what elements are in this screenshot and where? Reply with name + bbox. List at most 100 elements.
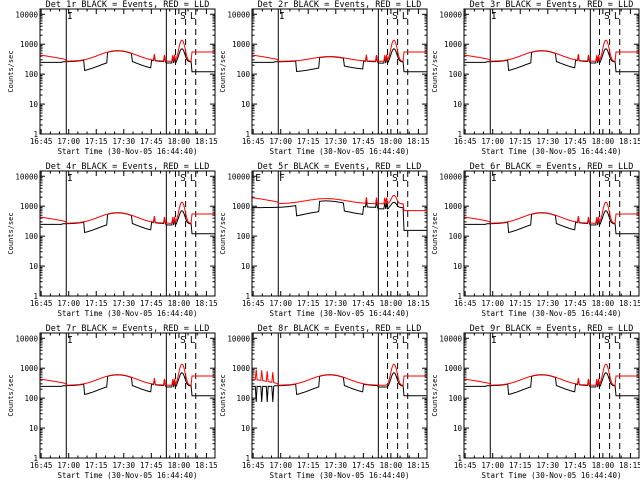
interval-marker-label: S — [392, 11, 398, 22]
interval-marker-label: I — [491, 335, 497, 346]
interval-marker-label: L — [614, 335, 620, 346]
x-tick-label: 17:45 — [564, 137, 587, 146]
x-tick-label: 17:30 — [113, 299, 136, 308]
x-tick-label: 18:15 — [195, 299, 218, 308]
y-tick-label: 100 — [448, 70, 462, 79]
interval-marker-label: L — [402, 173, 408, 184]
events-series-line — [252, 200, 427, 231]
x-axis-label: Start Time (30-Nov-05 16:44:40) — [58, 147, 198, 156]
y-tick-label: 100 — [24, 70, 38, 79]
plot-panel: Det 6r BLACK = Events, RED = LLD 1 10 100 10… — [431, 162, 640, 318]
y-tick-label: 10000 — [15, 334, 38, 343]
x-tick-label: 17:45 — [352, 137, 375, 146]
interval-marker-label: E — [255, 173, 261, 184]
interval-marker-label: I — [67, 11, 73, 22]
x-tick-label: 18:00 — [380, 137, 403, 146]
x-tick-label: 16:45 — [454, 299, 477, 308]
lld-series-line — [464, 201, 639, 224]
x-tick-label: 17:15 — [509, 137, 532, 146]
x-tick-label: 18:15 — [407, 137, 430, 146]
interval-marker-label: I — [279, 11, 285, 22]
y-tick-label: 1000 — [232, 40, 251, 49]
x-tick-label: 16:45 — [30, 137, 53, 146]
x-tick-label: 17:00 — [57, 461, 80, 470]
y-tick-label: 1 — [457, 130, 462, 139]
interval-marker-label: S — [604, 173, 610, 184]
y-tick-label: 10000 — [227, 172, 250, 181]
y-tick-label: 10 — [241, 424, 251, 433]
x-axis-label: Start Time (30-Nov-05 16:44:40) — [482, 471, 622, 480]
y-tick-label: 10000 — [439, 172, 462, 181]
lld-series-line — [464, 39, 639, 62]
plot-panel: Det 8r BLACK = Events, RED = LLD 1 10 100 10… — [219, 324, 430, 480]
interval-marker-label: S — [180, 335, 186, 346]
x-tick-label: 17:15 — [85, 299, 108, 308]
y-tick-label: 10 — [29, 100, 39, 109]
x-tick-label: 17:30 — [325, 299, 348, 308]
interval-marker-label: I — [491, 11, 497, 22]
x-tick-label: 18:00 — [380, 299, 403, 308]
x-tick-label: 18:15 — [195, 137, 218, 146]
y-tick-label: 1 — [33, 292, 38, 301]
x-tick-label: 18:15 — [619, 299, 640, 308]
y-tick-label: 10 — [453, 424, 463, 433]
y-tick-label: 1000 — [444, 364, 463, 373]
x-tick-label: 17:45 — [352, 461, 375, 470]
x-tick-label: 17:30 — [113, 461, 136, 470]
y-axis-label: Counts/sec — [431, 50, 439, 92]
x-tick-label: 17:45 — [140, 137, 163, 146]
x-tick-label: 17:15 — [297, 461, 320, 470]
panel-title: Det 8r BLACK = Events, RED = LLD — [258, 324, 422, 334]
y-tick-label: 1 — [457, 454, 462, 463]
interval-marker-label: S — [604, 335, 610, 346]
x-tick-label: 18:15 — [619, 461, 640, 470]
x-tick-label: 16:45 — [242, 299, 265, 308]
lld-series-line — [40, 39, 215, 62]
y-tick-label: 10 — [29, 424, 39, 433]
x-tick-label: 17:00 — [481, 461, 504, 470]
y-tick-label: 1000 — [444, 40, 463, 49]
y-tick-label: 10 — [453, 262, 463, 271]
events-series-line — [252, 372, 427, 403]
interval-marker-label: L — [614, 11, 620, 22]
interval-marker-label: L — [402, 335, 408, 346]
lld-series-line — [40, 201, 215, 224]
x-tick-label: 16:45 — [30, 461, 53, 470]
y-tick-label: 10000 — [227, 334, 250, 343]
x-tick-label: 18:00 — [592, 137, 615, 146]
interval-marker-label: S — [392, 335, 398, 346]
y-tick-label: 100 — [448, 394, 462, 403]
plot-panel: Det 2r BLACK = Events, RED = LLD 1 10 100 10… — [219, 0, 430, 156]
lld-series-line — [252, 39, 427, 62]
interval-marker-label: S — [180, 11, 186, 22]
x-axis-label: Start Time (30-Nov-05 16:44:40) — [482, 147, 622, 156]
x-tick-label: 16:45 — [242, 137, 265, 146]
x-tick-label: 16:45 — [242, 461, 265, 470]
interval-marker-label: L — [614, 173, 620, 184]
x-tick-label: 18:15 — [195, 461, 218, 470]
y-tick-label: 10000 — [15, 10, 38, 19]
lld-series-line — [252, 194, 427, 212]
x-tick-label: 17:00 — [269, 299, 292, 308]
x-tick-label: 18:00 — [592, 299, 615, 308]
y-tick-label: 100 — [236, 394, 250, 403]
y-tick-label: 10000 — [227, 10, 250, 19]
x-tick-label: 17:45 — [140, 299, 163, 308]
interval-marker-label: S — [392, 173, 398, 184]
x-tick-label: 18:00 — [168, 461, 191, 470]
plot-panel: Det 5r BLACK = Events, RED = LLD 1 10 100 10… — [219, 162, 430, 318]
interval-marker-label: S — [180, 173, 186, 184]
x-axis-label: Start Time (30-Nov-05 16:44:40) — [270, 309, 410, 318]
y-tick-label: 10 — [241, 262, 251, 271]
x-tick-label: 17:00 — [269, 461, 292, 470]
plot-panel: Det 4r BLACK = Events, RED = LLD 1 10 100 10… — [7, 162, 218, 318]
x-tick-label: 18:00 — [168, 137, 191, 146]
y-tick-label: 1 — [33, 130, 38, 139]
plot-panel: Det 7r BLACK = Events, RED = LLD 1 10 100 10… — [7, 324, 218, 480]
x-tick-label: 17:15 — [509, 461, 532, 470]
x-tick-label: 17:00 — [481, 137, 504, 146]
interval-marker-label: I — [67, 335, 73, 346]
y-tick-label: 1000 — [232, 364, 251, 373]
x-tick-label: 16:45 — [454, 461, 477, 470]
